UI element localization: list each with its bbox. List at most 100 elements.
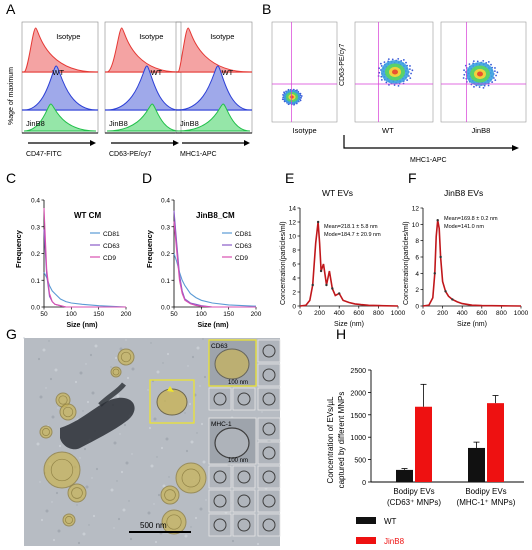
x-tick-label: 200 bbox=[251, 311, 262, 318]
tem-texture bbox=[23, 337, 25, 339]
tem-texture bbox=[202, 460, 206, 464]
panel-d-title: JinB8_CM bbox=[196, 211, 235, 220]
density-dot bbox=[492, 77, 495, 79]
panel-c-xlabel: Size (nm) bbox=[66, 322, 97, 329]
panel-f-mean: Mean=169.8 ± 0.2 nm bbox=[444, 216, 498, 222]
tem-texture bbox=[57, 407, 59, 409]
category-label-1: Bodipy EVs bbox=[393, 487, 434, 496]
density-dot bbox=[487, 61, 490, 63]
density-dot bbox=[397, 84, 400, 87]
y-tick-label: 0.4 bbox=[31, 198, 40, 205]
data-point bbox=[436, 219, 439, 222]
tem-thumbnail bbox=[232, 489, 256, 513]
tem-texture bbox=[190, 440, 194, 444]
panel-letter-c: C bbox=[6, 170, 16, 186]
thumbnail-vesicle bbox=[237, 518, 251, 532]
zoomed-vesicle bbox=[156, 388, 188, 416]
tem-texture bbox=[154, 540, 158, 544]
tem-thumbnail bbox=[257, 387, 281, 411]
vesicle-membrane bbox=[112, 368, 120, 376]
y-tick-label: 0.0 bbox=[31, 305, 40, 312]
thumbnail-vesicle bbox=[262, 344, 276, 358]
y-tick-label: 4 bbox=[415, 271, 419, 278]
y-tick-label: 2 bbox=[415, 287, 419, 294]
vesicle-membrane bbox=[71, 487, 83, 499]
legend-label-cd9: CD9 bbox=[103, 255, 116, 262]
chart-d: 50 100 150 200 0.0 0.1 0.2 0.3 0.4 bbox=[161, 198, 262, 319]
tem-texture bbox=[77, 541, 81, 545]
bar-wt-2 bbox=[468, 447, 485, 482]
inset-mhc1-label: MHC-1 bbox=[211, 421, 232, 428]
tem-texture bbox=[200, 422, 204, 426]
tem-thumbnail bbox=[257, 489, 281, 513]
density-dot bbox=[462, 77, 465, 79]
x-tick-label: 150 bbox=[223, 311, 234, 318]
y-tick-label: 0 bbox=[362, 480, 366, 487]
y-tick-label: 2 bbox=[292, 290, 296, 297]
tem-texture bbox=[162, 362, 164, 364]
tem-texture bbox=[110, 488, 114, 492]
thumbnail-vesicle bbox=[262, 368, 276, 382]
tem-texture bbox=[199, 385, 201, 387]
tem-texture bbox=[42, 348, 46, 352]
legend-label-jinb8: JinB8 bbox=[384, 537, 405, 546]
panel-c-title: WT CM bbox=[74, 211, 101, 220]
panel-letter-b: B bbox=[262, 1, 271, 17]
tem-texture bbox=[113, 441, 117, 445]
density-dot bbox=[402, 59, 405, 61]
panel-a-histogram-2: Isotype WT JinB8 CD63-PE/cy7 bbox=[104, 21, 182, 158]
tem-texture bbox=[199, 507, 203, 511]
panel-a-xlabel-1: CD47-FITC bbox=[26, 151, 62, 158]
thumbnail-vesicle bbox=[262, 494, 276, 508]
vesicle bbox=[62, 513, 76, 527]
chart-f: 0 200 400 600 800 1000 0 2 4 6 8 10 12 bbox=[412, 206, 529, 318]
x-tick-label: 1000 bbox=[391, 310, 406, 317]
tem-texture bbox=[92, 514, 96, 518]
zoom-box bbox=[149, 379, 195, 424]
series-line-cd9 bbox=[173, 221, 256, 308]
panel-b-axis-arrow bbox=[343, 135, 514, 149]
tem-texture bbox=[122, 508, 126, 512]
vesicle-membrane bbox=[62, 406, 74, 418]
data-point bbox=[319, 269, 323, 273]
inset-mhc1-vesicle bbox=[214, 427, 250, 459]
tem-texture bbox=[165, 437, 169, 441]
chart-h: 0 500 1000 1500 2000 2500 Bodipy EVs (CD63⁺ MNP… bbox=[350, 368, 524, 546]
x-tick-label: 0 bbox=[421, 310, 425, 317]
panel-letter-h: H bbox=[336, 326, 346, 342]
tem-texture bbox=[160, 446, 164, 450]
category-sublabel-2: (MHC-1⁺ MNPs) bbox=[457, 498, 516, 507]
density-dot bbox=[478, 86, 481, 88]
tem-texture bbox=[55, 491, 59, 495]
data-point bbox=[444, 290, 447, 293]
density-dot bbox=[496, 71, 499, 74]
tem-texture bbox=[129, 537, 133, 541]
tem-thumbnail bbox=[257, 339, 281, 363]
y-tick-label: 10 bbox=[412, 222, 420, 229]
thumbnail-vesicle bbox=[262, 422, 276, 436]
tem-texture bbox=[261, 411, 263, 413]
panel-letter-g: G bbox=[6, 326, 17, 342]
tem-texture bbox=[82, 410, 84, 412]
tem-thumbnail bbox=[232, 513, 256, 537]
density-dot bbox=[495, 74, 497, 77]
tem-texture bbox=[36, 442, 40, 446]
thumbnail-vesicle bbox=[262, 470, 276, 484]
density-dot bbox=[407, 75, 410, 77]
vesicle bbox=[59, 403, 77, 421]
tem-texture bbox=[191, 355, 195, 359]
bar-jinb8-1 bbox=[415, 406, 432, 482]
tem-texture bbox=[45, 509, 49, 513]
vesicle-membrane bbox=[42, 428, 50, 436]
tem-texture bbox=[95, 467, 99, 471]
thumbnail-vesicle bbox=[262, 392, 276, 406]
panel-b-scatter-1: Isotype bbox=[271, 21, 338, 135]
tem-thumbnail bbox=[208, 465, 232, 489]
chart-c: 50 100 150 200 0.0 0.1 0.2 0.3 0.4 bbox=[31, 198, 132, 319]
density-dot bbox=[463, 73, 466, 76]
tem-texture bbox=[187, 365, 189, 367]
density-dot bbox=[393, 84, 396, 86]
tem-texture bbox=[116, 480, 118, 482]
tem-thumbnail bbox=[257, 513, 281, 537]
